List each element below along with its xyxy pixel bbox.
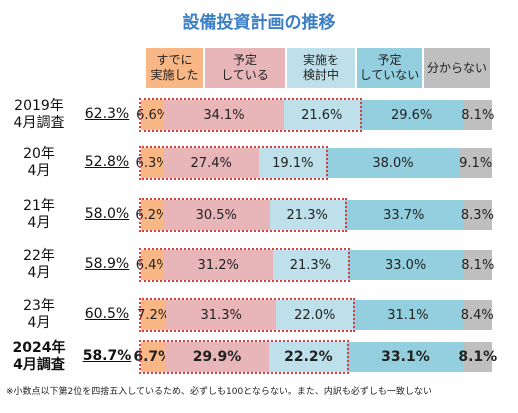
bar-segment: 8.4%: [460, 300, 494, 330]
legend-item: 予定 していない: [357, 48, 422, 88]
bar-segment: 21.3%: [272, 250, 348, 280]
value-label: 38.0%: [372, 155, 414, 171]
value-label: 8.1%: [461, 257, 495, 273]
value-label: 21.6%: [301, 107, 343, 123]
value-label: 33.1%: [381, 349, 430, 365]
bar-segment: 22.2%: [269, 342, 348, 372]
value-label: 30.5%: [195, 207, 237, 223]
category-label: 21年 4月: [23, 198, 55, 231]
value-label: 34.1%: [203, 107, 245, 123]
highlight-box: [139, 198, 347, 232]
value-label: 6.6%: [136, 107, 170, 123]
legend-item: 分からない: [424, 48, 490, 88]
footnote: ※小数点以下第2位を四捨五入しているため、必ずしも100とならない。また、内訳も…: [6, 387, 432, 397]
value-label: 22.0%: [294, 307, 336, 323]
category-label: 2024年 4月調査: [12, 340, 66, 373]
total-label: 60.5%: [84, 306, 130, 322]
bar-segment: 8.1%: [458, 342, 497, 372]
value-label: 33.0%: [384, 257, 427, 273]
bar-segment: 9.1%: [459, 148, 493, 178]
bar-segment: 21.3%: [269, 200, 345, 230]
value-label: 31.2%: [197, 257, 239, 273]
bar-segment: 31.3%: [166, 300, 277, 330]
value-label: 7.2%: [137, 307, 171, 323]
highlight-box: [139, 340, 350, 374]
bar-segment: 6.3%: [136, 148, 169, 178]
category-label: 22年 4月: [23, 248, 55, 281]
value-label: 8.3%: [460, 207, 494, 223]
value-label: 6.4%: [135, 257, 169, 273]
total-label: 62.3%: [84, 106, 130, 122]
highlight-box: [139, 298, 356, 332]
category-label: 23年 4月: [23, 298, 55, 331]
bar-segment: 30.5%: [162, 200, 270, 230]
bar-segment: 31.2%: [163, 250, 273, 280]
bar-segment: 8.1%: [461, 250, 495, 280]
value-label: 27.4%: [190, 155, 232, 171]
value-label: 6.7%: [133, 349, 173, 365]
category-label: 2019年 4月調査: [13, 98, 65, 131]
value-label: 31.1%: [387, 307, 429, 323]
value-label: 6.2%: [135, 207, 169, 223]
highlight-box: [139, 248, 350, 282]
bar-segment: 6.6%: [136, 100, 169, 130]
bar-segment: 21.6%: [283, 100, 360, 130]
total-label: 58.9%: [84, 256, 130, 272]
legend-item: 実施を 検討中: [287, 48, 355, 88]
bar-segment: 6.4%: [136, 250, 169, 280]
highlight-box: [139, 98, 362, 132]
bar-segment: 33.1%: [347, 342, 464, 372]
value-label: 21.3%: [289, 257, 331, 273]
bar-segment: 27.4%: [163, 148, 260, 178]
value-label: 6.3%: [135, 155, 169, 171]
value-label: 29.9%: [192, 349, 242, 365]
bar-segment: 8.3%: [460, 200, 494, 230]
chart-title: 設備投資計画の推移: [182, 13, 336, 33]
value-label: 8.1%: [458, 349, 498, 365]
bar-segment: 29.9%: [164, 342, 270, 372]
value-label: 22.2%: [284, 349, 333, 365]
bar-segment: 6.7%: [133, 342, 172, 372]
total-label: 52.8%: [84, 154, 130, 170]
value-label: 9.1%: [459, 155, 493, 171]
category-label: 20年 4月: [23, 146, 55, 179]
highlight-box: [139, 146, 329, 180]
bar-segment: 8.1%: [461, 100, 495, 130]
bar-segment: 33.7%: [344, 200, 463, 230]
bar-segment: 6.2%: [135, 200, 168, 230]
total-label: 58.0%: [84, 206, 130, 222]
value-label: 21.3%: [286, 207, 328, 223]
value-label: 29.6%: [390, 107, 433, 123]
bar-segment: 7.2%: [137, 300, 170, 330]
bar-segment: 34.1%: [164, 100, 284, 130]
bar-segment: 38.0%: [326, 148, 460, 178]
value-label: 31.3%: [200, 307, 242, 323]
bar-segment: 33.0%: [347, 250, 464, 280]
legend-item: すでに 実施した: [146, 48, 203, 88]
value-label: 19.1%: [272, 155, 314, 171]
total-label: 58.7%: [82, 348, 132, 364]
bar-segment: 31.1%: [353, 300, 463, 330]
bar-segment: 22.0%: [276, 300, 354, 330]
bar-segment: 29.6%: [359, 100, 464, 130]
value-label: 33.7%: [383, 207, 425, 223]
value-label: 8.1%: [461, 107, 495, 123]
legend-item: 予定 している: [205, 48, 285, 88]
bar-segment: 19.1%: [259, 148, 327, 178]
value-label: 8.4%: [460, 307, 494, 323]
